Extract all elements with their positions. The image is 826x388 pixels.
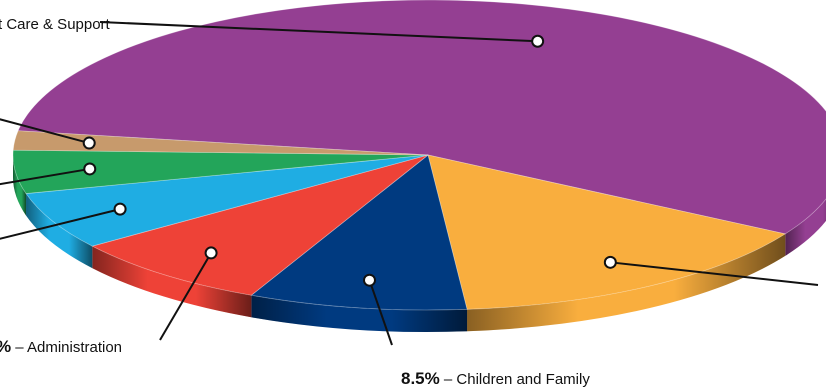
label-care-support: t Care & Support <box>0 16 111 33</box>
label-administration: % – Administration <box>0 337 122 356</box>
slice-side-shading-unlabeled-4 <box>26 193 93 269</box>
pie-side-layer <box>13 155 826 332</box>
slice-unlabeled-4 <box>25 154 429 247</box>
leader-line-children-and-family-2 <box>368 279 393 346</box>
leader-line-care-support-0 <box>99 21 538 43</box>
leader-line-unlabeled-6 <box>0 118 90 145</box>
slice-side-shading-unlabeled-5 <box>13 155 27 216</box>
leader-line-unlabeled-1 <box>610 261 819 286</box>
slice-administration-3 <box>91 154 429 296</box>
slice-children-and-family-2 <box>250 154 468 311</box>
leader-line-unlabeled-5 <box>0 167 90 186</box>
slice-unlabeled-5 <box>12 149 429 194</box>
pie-top-layer <box>12 0 826 311</box>
leader-dot-unlabeled-4 <box>113 202 127 216</box>
leader-dot-care-support-0 <box>531 34 545 48</box>
leader-line-unlabeled-4 <box>0 208 121 240</box>
leader-dot-administration-3 <box>204 246 218 260</box>
leader-line-administration-3 <box>159 252 212 341</box>
leader-dot-unlabeled-1 <box>603 255 617 269</box>
label-children-family: 8.5% – Children and Family <box>401 369 590 388</box>
slice-care-support-0 <box>17 0 826 235</box>
slice-side-shading-administration-3 <box>92 246 252 318</box>
slice-side-shading-children-and-family-2 <box>251 295 468 332</box>
leader-dot-unlabeled-5 <box>83 162 97 176</box>
leader-dot-unlabeled-6 <box>82 136 96 150</box>
slice-side-shading-unlabeled-1 <box>467 233 786 332</box>
slice-side-shading-care-support-0 <box>785 198 826 256</box>
leader-lines <box>0 21 819 346</box>
leader-dot-children-and-family-2 <box>362 273 376 287</box>
slice-unlabeled-6 <box>12 130 429 156</box>
